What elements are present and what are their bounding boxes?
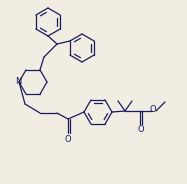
- Text: O: O: [150, 105, 156, 114]
- Text: O: O: [138, 125, 144, 135]
- Text: O: O: [65, 135, 71, 144]
- Text: N: N: [15, 77, 21, 86]
